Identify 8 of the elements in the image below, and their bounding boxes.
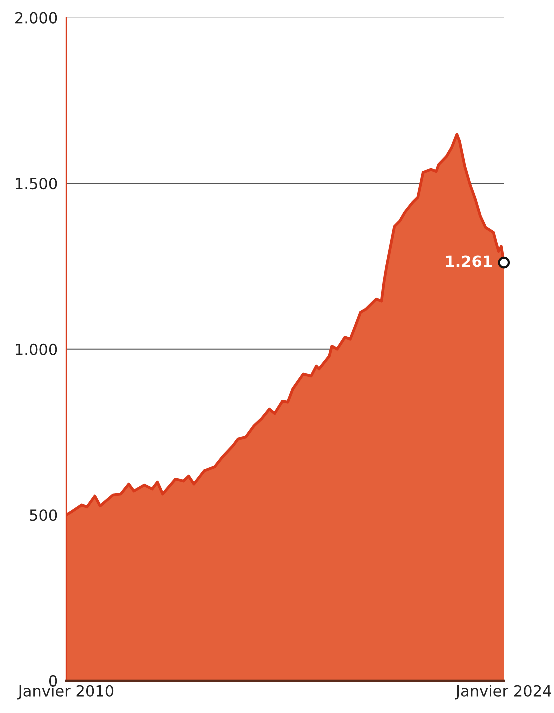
y-tick-label: 2.000: [16, 12, 58, 24]
annotation: 1.261: [446, 256, 492, 268]
x-tick-label: Janvier 2010: [18, 685, 114, 700]
y-tick-label: 500: [30, 510, 58, 522]
y-tick-label: 0: [49, 675, 58, 687]
y-tick-label: 1.500: [16, 178, 58, 190]
y-tick-label: 1.000: [16, 344, 58, 356]
x-tick-label: Janvier 2024: [455, 685, 552, 700]
